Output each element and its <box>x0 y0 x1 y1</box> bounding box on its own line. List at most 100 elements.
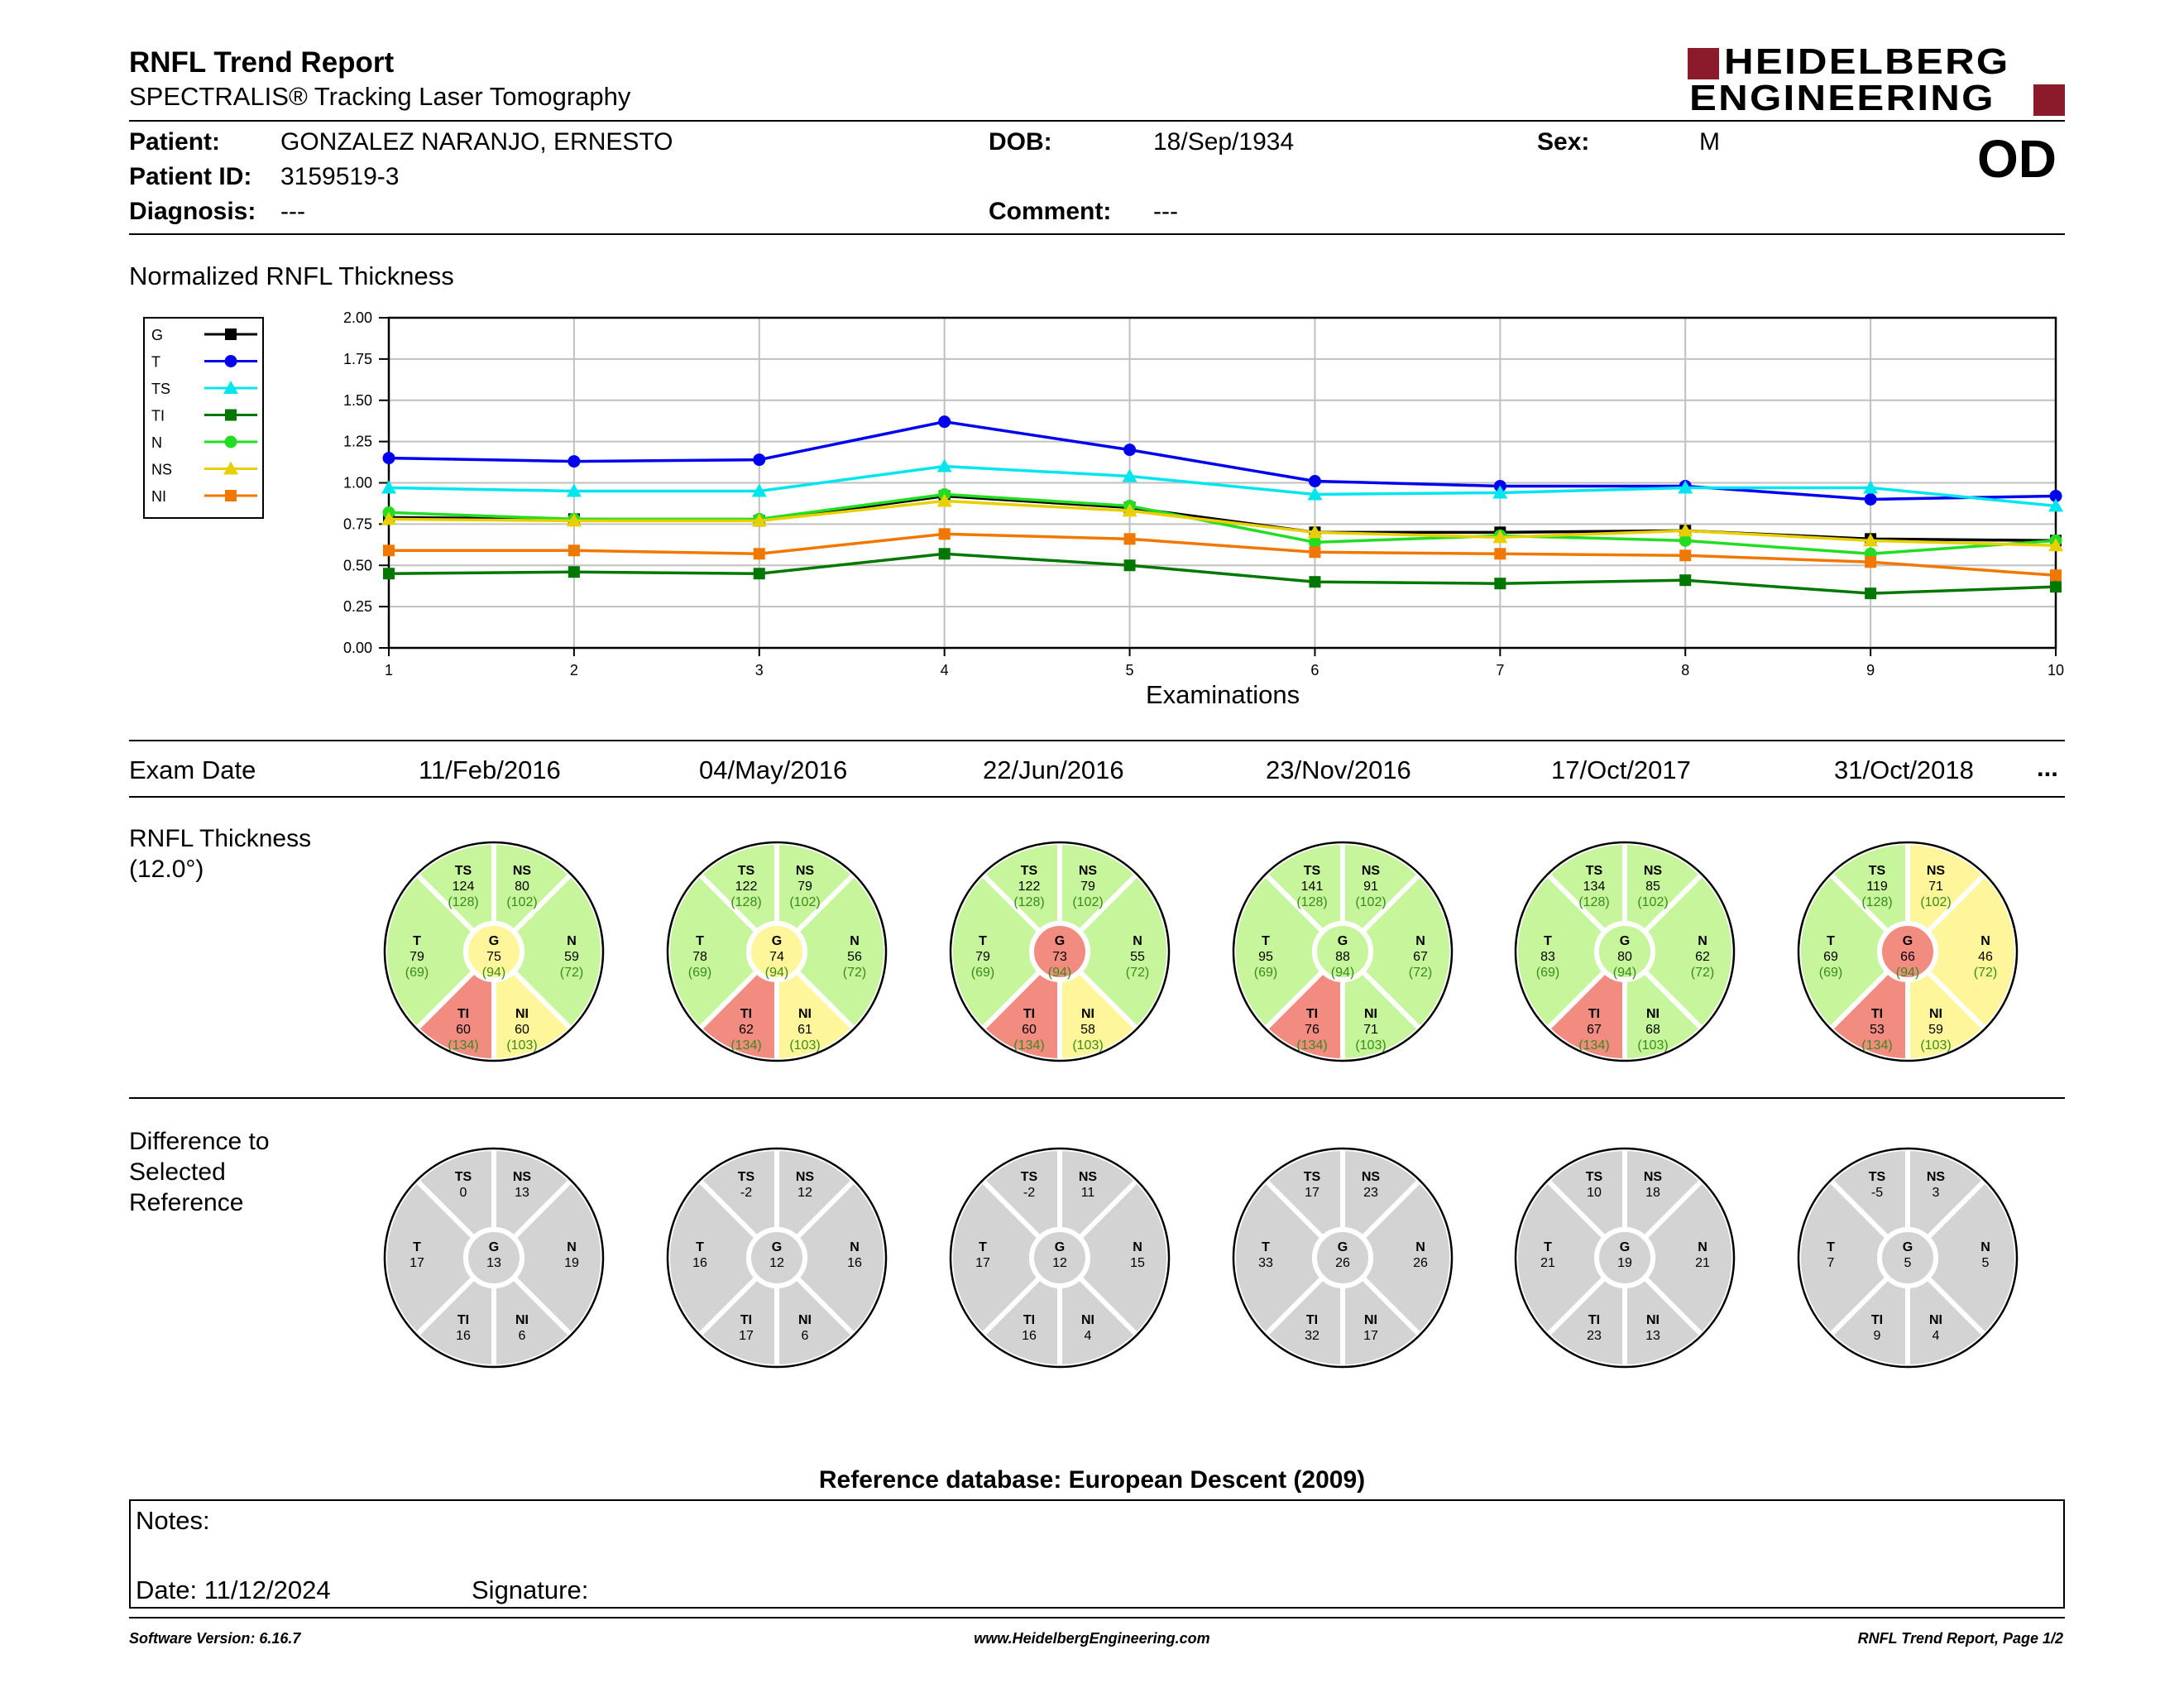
difference-value-ts: 17 <box>1305 1186 1320 1200</box>
y-tick-label: 2.00 <box>343 309 372 326</box>
difference-sector-g <box>1312 1227 1373 1288</box>
thickness-value-t: 95 <box>1258 950 1273 964</box>
series-line-ns <box>388 499 2057 548</box>
legend-marker-ni <box>225 490 237 501</box>
series-ti <box>383 548 2062 600</box>
difference-sector-ns <box>1622 1145 1706 1242</box>
thickness-value-ni: 68 <box>1645 1023 1660 1037</box>
data-point-ni <box>1865 556 1877 568</box>
data-point-ti <box>568 566 580 578</box>
thickness-value-ti: 60 <box>1022 1023 1037 1037</box>
difference-value-ns: 11 <box>1081 1186 1095 1200</box>
thickness-normal-n: (72) <box>1409 966 1432 980</box>
difference-value-t: 33 <box>1258 1256 1273 1270</box>
difference-value-t: 7 <box>1827 1256 1835 1270</box>
thickness-label-ns: NS <box>513 864 532 878</box>
thickness-outline <box>383 841 605 1062</box>
difference-sector-ti <box>1544 1273 1627 1370</box>
thickness-sector-ns <box>1340 839 1424 936</box>
thickness-value-g: 66 <box>1900 950 1915 964</box>
report-subtitle: SPECTRALIS® Tracking Laser Tomography <box>129 82 631 111</box>
thickness-sector-ti <box>696 967 779 1064</box>
thickness-value-ti: 76 <box>1305 1023 1320 1037</box>
thickness-label-t: T <box>1544 934 1552 948</box>
thickness-normal-ts: (128) <box>1578 895 1609 909</box>
thickness-normal-ns: (102) <box>789 895 820 909</box>
data-point-ts <box>1492 485 1508 499</box>
data-point-ns <box>1492 530 1508 544</box>
thickness-label-ts: TS <box>1869 864 1886 878</box>
difference-value-ni: 4 <box>1085 1329 1092 1343</box>
thickness-normal-ti: (134) <box>730 1038 761 1053</box>
thickness-value-ts: 141 <box>1301 880 1324 894</box>
difference-sector-t <box>1512 1177 1609 1339</box>
thickness-sector-ni <box>774 967 858 1064</box>
thickness-value-n: 46 <box>1978 950 1993 964</box>
difference-label-ns: NS <box>513 1170 532 1184</box>
difference-label-ts: TS <box>1021 1170 1038 1184</box>
x-tick-label: 4 <box>941 662 949 679</box>
comment-label: Comment: <box>989 198 1112 225</box>
legend-label-ti: TI <box>151 408 165 424</box>
thickness-sector-t <box>947 870 1044 1033</box>
difference-sector-g <box>1029 1227 1090 1288</box>
data-point-t <box>753 453 766 467</box>
difference-sector-n <box>1640 1177 1737 1339</box>
thickness-sector-ts <box>1827 839 1910 936</box>
difference-sector-g <box>1594 1227 1655 1288</box>
difference-value-ti: 16 <box>456 1329 471 1343</box>
series-line-ti <box>388 552 2057 595</box>
difference-value-ns: 13 <box>515 1186 529 1200</box>
thickness-label-n: N <box>1133 934 1142 948</box>
thickness-value-ns: 79 <box>797 880 812 894</box>
thickness-sector-ti <box>1544 967 1627 1064</box>
thickness-sector-ti <box>413 967 496 1064</box>
chart-legend: GT TS TI N NS NI <box>143 317 264 519</box>
difference-sector-ts <box>696 1145 779 1242</box>
difference-wheel-1: TS 0 NS 13 T 17 N 19 TI 16 NI 6 G 13 <box>382 1145 606 1370</box>
data-point-ts <box>751 483 767 497</box>
difference-label-t: T <box>1544 1240 1552 1254</box>
thickness-sector-ns <box>491 839 575 936</box>
header-divider <box>129 120 2065 122</box>
thickness-normal-ns: (102) <box>506 895 537 909</box>
thickness-label-t: T <box>413 934 421 948</box>
difference-value-ts: 0 <box>460 1186 467 1200</box>
difference-label-g: G <box>1620 1240 1630 1254</box>
thickness-normal-t: (69) <box>1536 966 1559 980</box>
difference-label-ni: NI <box>1364 1313 1377 1327</box>
difference-value-g: 5 <box>1904 1256 1912 1270</box>
exam-top-divider <box>129 740 2065 741</box>
thickness-sector-g <box>1877 921 1938 982</box>
difference-value-ti: 17 <box>739 1329 754 1343</box>
difference-label-g: G <box>1055 1240 1065 1254</box>
difference-sector-ts <box>413 1145 496 1242</box>
difference-label-g: G <box>772 1240 782 1254</box>
data-point-ti <box>1123 559 1136 572</box>
thickness-normal-g: (94) <box>1613 966 1636 980</box>
difference-label-ti: TI <box>1588 1313 1600 1327</box>
thickness-value-t: 79 <box>975 950 990 964</box>
difference-sector-n <box>510 1177 606 1339</box>
difference-value-ni: 6 <box>802 1329 809 1343</box>
thickness-divider <box>129 1097 2065 1099</box>
website-link[interactable]: www.HeidelbergEngineering.com <box>974 1630 1210 1647</box>
difference-value-ni: 17 <box>1363 1329 1378 1343</box>
legend-marker-n <box>224 435 237 448</box>
thickness-normal-g: (94) <box>765 966 788 980</box>
thickness-sector-n <box>1923 870 2020 1033</box>
thickness-sector-ti <box>1827 967 1910 1064</box>
thickness-normal-ns: (102) <box>1355 895 1386 909</box>
series-ts <box>381 458 2063 512</box>
diagnosis-value: --- <box>280 198 305 225</box>
difference-value-ns: 23 <box>1363 1186 1378 1200</box>
thickness-sector-t <box>1230 870 1327 1033</box>
difference-value-n: 21 <box>1695 1256 1710 1270</box>
notes-label: Notes: <box>136 1506 210 1535</box>
thickness-sector-t <box>1512 870 1609 1033</box>
data-point-t <box>382 452 395 465</box>
difference-label-ti: TI <box>1023 1313 1035 1327</box>
thickness-sector-ts <box>1544 839 1627 936</box>
thickness-sector-ni <box>491 967 575 1064</box>
data-point-ti <box>753 568 765 580</box>
